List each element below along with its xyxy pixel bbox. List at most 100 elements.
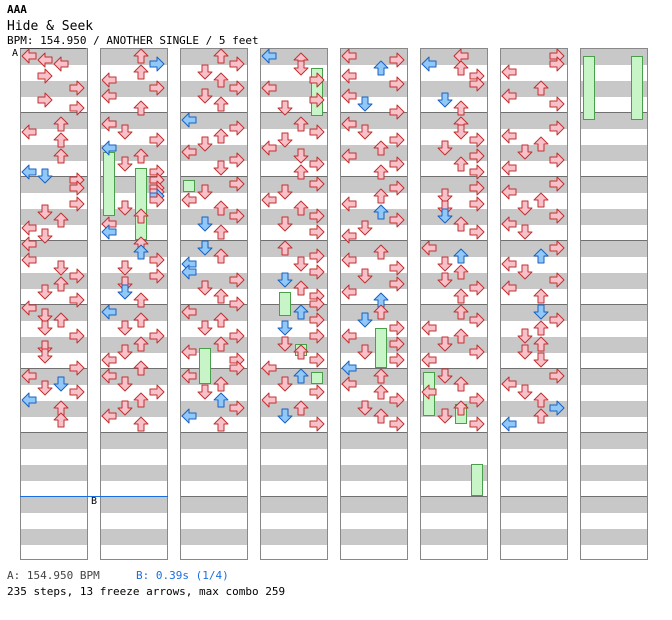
beat-stripe xyxy=(581,241,647,257)
chart-column-8 xyxy=(580,48,648,560)
beat-stripe xyxy=(261,273,327,289)
beat-stripe xyxy=(101,305,167,321)
arrow-left-icon xyxy=(261,360,277,376)
arrow-down-icon xyxy=(277,336,293,352)
arrow-down-icon xyxy=(517,344,533,360)
arrow-left-icon xyxy=(261,140,277,156)
arrow-right-icon xyxy=(469,392,485,408)
arrow-right-icon xyxy=(69,360,85,376)
arrow-up-icon xyxy=(453,216,469,232)
arrow-up-icon xyxy=(533,408,549,424)
measure-line xyxy=(501,176,567,177)
beat-stripe xyxy=(581,273,647,289)
arrow-down-icon xyxy=(117,320,133,336)
arrow-left-icon xyxy=(341,148,357,164)
arrow-up-icon xyxy=(533,192,549,208)
arrow-right-icon xyxy=(549,96,565,112)
measure-line xyxy=(21,368,87,369)
freeze-arrow xyxy=(375,328,387,368)
measure-line xyxy=(261,112,327,113)
measure-line xyxy=(21,432,87,433)
beat-stripe xyxy=(101,433,167,449)
arrow-left-icon xyxy=(181,344,197,360)
beat-stripe xyxy=(101,145,167,161)
arrow-up-icon xyxy=(293,344,309,360)
arrow-up-icon xyxy=(53,148,69,164)
arrow-right-icon xyxy=(149,132,165,148)
arrow-down-icon xyxy=(437,408,453,424)
arrow-right-icon xyxy=(149,328,165,344)
arrow-down-icon xyxy=(357,312,373,328)
arrow-left-icon xyxy=(421,320,437,336)
column-frame xyxy=(340,48,408,560)
arrow-left-icon xyxy=(341,252,357,268)
beat-stripe xyxy=(21,145,87,161)
beat-stripe xyxy=(421,369,487,385)
beat-stripe xyxy=(341,433,407,449)
arrow-right-icon xyxy=(389,392,405,408)
arrow-left-icon xyxy=(341,360,357,376)
arrow-left-icon xyxy=(21,236,37,252)
arrow-right-icon xyxy=(69,268,85,284)
measure-line xyxy=(261,496,327,497)
arrow-up-icon xyxy=(373,140,389,156)
arrow-down-icon xyxy=(277,132,293,148)
arrow-down-icon xyxy=(197,216,213,232)
arrow-right-icon xyxy=(37,68,53,84)
arrow-left-icon xyxy=(501,416,517,432)
arrow-right-icon xyxy=(37,92,53,108)
beat-stripe xyxy=(261,113,327,129)
arrow-right-icon xyxy=(469,312,485,328)
arrow-down-icon xyxy=(37,168,53,184)
arrow-right-icon xyxy=(469,196,485,212)
arrow-down-icon xyxy=(357,96,373,112)
beat-stripe xyxy=(21,305,87,321)
arrow-up-icon xyxy=(53,116,69,132)
arrow-up-icon xyxy=(373,204,389,220)
beat-stripe xyxy=(581,401,647,417)
arrow-down-icon xyxy=(277,320,293,336)
arrow-right-icon xyxy=(389,76,405,92)
arrow-down-icon xyxy=(437,208,453,224)
arrow-right-icon xyxy=(469,416,485,432)
arrow-right-icon xyxy=(309,208,325,224)
beat-stripe xyxy=(21,337,87,353)
arrow-up-icon xyxy=(133,360,149,376)
measure-line xyxy=(341,432,407,433)
beat-stripe xyxy=(261,465,327,481)
arrow-right-icon xyxy=(309,296,325,312)
arrow-right-icon xyxy=(309,264,325,280)
beat-stripe xyxy=(261,497,327,513)
marker-a-line xyxy=(20,48,86,49)
measure-line xyxy=(181,368,247,369)
arrow-right-icon xyxy=(309,328,325,344)
measure-line xyxy=(421,496,487,497)
beat-stripe xyxy=(501,337,567,353)
arrow-up-icon xyxy=(293,400,309,416)
arrow-down-icon xyxy=(277,100,293,116)
arrow-up-icon xyxy=(133,208,149,224)
arrow-down-icon xyxy=(213,160,229,176)
arrow-down-icon xyxy=(197,320,213,336)
arrow-left-icon xyxy=(101,116,117,132)
freeze-arrow xyxy=(471,464,483,496)
arrow-up-icon xyxy=(53,212,69,228)
beat-stripe xyxy=(421,49,487,65)
arrow-left-icon xyxy=(21,252,37,268)
arrow-right-icon xyxy=(469,148,485,164)
arrow-down-icon xyxy=(37,284,53,300)
measure-line xyxy=(501,304,567,305)
measure-line xyxy=(181,304,247,305)
arrow-left-icon xyxy=(501,256,517,272)
measure-line xyxy=(261,304,327,305)
column-frame xyxy=(580,48,648,560)
arrow-left-icon xyxy=(421,56,437,72)
arrow-right-icon xyxy=(549,368,565,384)
arrow-down-icon xyxy=(357,344,373,360)
arrow-right-icon xyxy=(469,132,485,148)
arrow-left-icon xyxy=(181,192,197,208)
arrow-down-icon xyxy=(533,352,549,368)
arrow-right-icon xyxy=(69,328,85,344)
arrow-up-icon xyxy=(133,100,149,116)
arrow-up-icon xyxy=(533,80,549,96)
